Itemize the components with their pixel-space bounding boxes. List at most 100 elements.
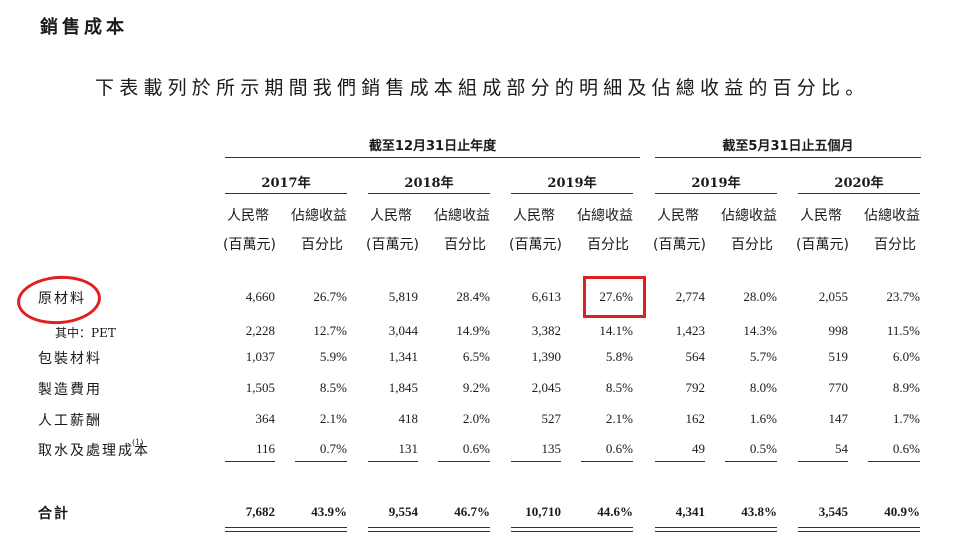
row-label: 原材料 (38, 291, 86, 307)
pct-value: 1.7% (892, 411, 920, 426)
pct-value: 5.9% (319, 349, 347, 364)
total-pct-value: 46.7% (454, 504, 490, 519)
rmb-value: 49 (692, 441, 705, 456)
subtotal-rule (368, 461, 418, 462)
rmb-value: 527 (541, 411, 562, 426)
year-header: 2019年 (547, 176, 597, 191)
pct-value: 8.5% (605, 380, 633, 395)
pct-value: 28.0% (743, 289, 777, 304)
pct-header: 佔總收益 (577, 208, 633, 224)
year-header: 2020年 (834, 176, 884, 191)
rmb-header: 人民幣 (657, 208, 699, 224)
total-rule (798, 531, 920, 532)
highlight-circle (15, 273, 103, 327)
pct-value: 5.7% (749, 349, 777, 364)
total-pct-value: 44.6% (597, 504, 633, 519)
subtotal-rule (798, 461, 848, 462)
rmb-value: 6,613 (531, 289, 561, 304)
pct-value: 8.0% (749, 380, 777, 395)
subtotal-rule (511, 461, 561, 462)
pct-value: 14.1% (599, 323, 633, 338)
year-header: 2018年 (404, 176, 454, 191)
total-rule (798, 527, 920, 528)
total-label: 合計 (38, 506, 70, 522)
year-rule (225, 193, 347, 194)
rmb-value: 770 (828, 380, 849, 395)
rmb-value: 116 (255, 441, 275, 456)
rmb-value: 1,423 (675, 323, 705, 338)
group-rule-five-months (655, 157, 921, 158)
year-rule (368, 193, 490, 194)
rmb-unit-header: (百萬元) (509, 237, 562, 253)
row-label: 製造費用 (38, 382, 102, 398)
rmb-value: 998 (828, 323, 849, 338)
pct-header: 佔總收益 (721, 208, 777, 224)
rmb-value: 2,228 (245, 323, 275, 338)
rmb-header: 人民幣 (800, 208, 842, 224)
pct-value: 9.2% (462, 380, 490, 395)
pct-value: 1.6% (749, 411, 777, 426)
total-rmb-value: 9,554 (388, 504, 418, 519)
subtotal-rule (655, 461, 705, 462)
pct-value: 8.5% (319, 380, 347, 395)
rmb-value: 4,660 (245, 289, 275, 304)
group-rule-year (225, 157, 640, 158)
intro-paragraph: 下表載列於所示期間我們銷售成本組成部分的明細及佔總收益的百分比。 (95, 77, 870, 99)
pct-value: 23.7% (886, 289, 920, 304)
total-pct-value: 43.8% (741, 504, 777, 519)
pct-value: 6.5% (462, 349, 490, 364)
total-rule (655, 527, 777, 528)
pct-unit-header: 百分比 (731, 237, 773, 253)
rmb-value: 3,382 (531, 323, 561, 338)
year-header: 2017年 (261, 176, 311, 191)
total-rule (368, 527, 490, 528)
pct-value: 8.9% (892, 380, 920, 395)
pct-value: 0.6% (462, 441, 490, 456)
subtotal-rule (868, 461, 920, 462)
pct-unit-header: 百分比 (444, 237, 486, 253)
rmb-value: 1,037 (245, 349, 275, 364)
pct-value: 0.7% (319, 441, 347, 456)
rmb-value: 564 (685, 349, 706, 364)
rmb-value: 1,845 (388, 380, 418, 395)
rmb-value: 364 (255, 411, 276, 426)
row-label: 人工薪酬 (38, 413, 102, 429)
rmb-unit-header: (百萬元) (653, 237, 706, 253)
group-header-five-months: 截至5月31日止五個月 (722, 139, 854, 154)
section-heading: 銷售成本 (40, 17, 128, 38)
subtotal-rule (581, 461, 633, 462)
pct-value: 5.8% (605, 349, 633, 364)
pct-value: 27.6% (599, 289, 633, 304)
pct-value: 0.6% (605, 441, 633, 456)
pct-value: 2.1% (605, 411, 633, 426)
total-rule (511, 527, 633, 528)
total-rmb-value: 7,682 (245, 504, 275, 519)
rmb-value: 54 (835, 441, 848, 456)
highlight-box (583, 276, 646, 318)
rmb-value: 418 (398, 411, 419, 426)
pct-value: 12.7% (313, 323, 347, 338)
total-rule (368, 531, 490, 532)
year-rule (655, 193, 777, 194)
rmb-value: 3,044 (388, 323, 418, 338)
total-pct-value: 43.9% (311, 504, 347, 519)
rmb-value: 519 (828, 349, 849, 364)
rmb-value: 135 (541, 441, 562, 456)
rmb-value: 792 (685, 380, 706, 395)
year-rule (511, 193, 633, 194)
subtotal-rule (438, 461, 490, 462)
pct-value: 0.6% (892, 441, 920, 456)
pct-value: 0.5% (749, 441, 777, 456)
rmb-value: 5,819 (388, 289, 418, 304)
pct-unit-header: 百分比 (587, 237, 629, 253)
rmb-value: 1,341 (388, 349, 418, 364)
pct-value: 2.1% (319, 411, 347, 426)
group-header-year: 截至12月31日止年度 (368, 139, 497, 154)
pct-header: 佔總收益 (864, 208, 920, 224)
total-rule (511, 531, 633, 532)
rmb-value: 2,055 (818, 289, 848, 304)
pct-header: 佔總收益 (291, 208, 347, 224)
rmb-value: 1,390 (531, 349, 561, 364)
pct-value: 14.9% (456, 323, 490, 338)
rmb-value: 1,505 (245, 380, 275, 395)
